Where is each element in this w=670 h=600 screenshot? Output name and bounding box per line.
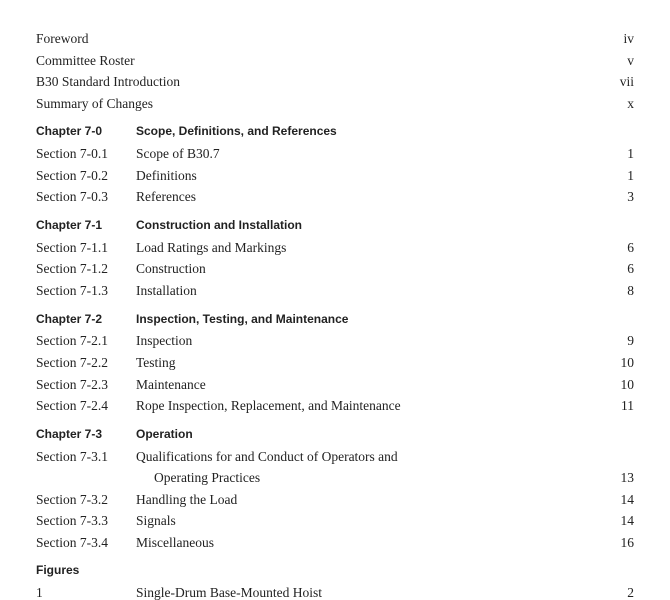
toc-entry: Section 7-2.1 Inspection 9 (36, 330, 634, 352)
entry-page: 16 (612, 532, 634, 554)
section-title: Testing (136, 352, 176, 374)
chapter-header: Chapter 7-2 Inspection, Testing, and Mai… (36, 308, 634, 331)
section-label: Section 7-3.4 (36, 532, 136, 554)
toc-entry: Section 7-3.4 Miscellaneous 16 (36, 532, 634, 554)
entry-page: 13 (612, 467, 634, 489)
figure-title: Single-Drum Base-Mounted Hoist (136, 582, 322, 600)
toc-entry: Section 7-3.1 Qualifications for and Con… (36, 446, 634, 468)
toc-entry: 1 Single-Drum Base-Mounted Hoist 2 (36, 582, 634, 600)
entry-page: v (612, 50, 634, 72)
entry-page: 8 (612, 280, 634, 302)
entry-page: x (612, 93, 634, 115)
chapter-label: Chapter 7-2 (36, 308, 136, 331)
toc-entry-continuation: Operating Practices 13 (36, 467, 634, 489)
toc-entry: Committee Roster v (36, 50, 634, 72)
toc-entry: Section 7-0.3 References 3 (36, 186, 634, 208)
section-title: Construction (136, 258, 206, 280)
entry-title: B30 Standard Introduction (36, 71, 180, 93)
entry-page: 2 (612, 582, 634, 600)
section-label: Section 7-2.2 (36, 352, 136, 374)
toc-page: Foreword iv Committee Roster v B30 Stand… (0, 0, 670, 600)
chapter-label: Chapter 7-3 (36, 423, 136, 446)
entry-page: 6 (612, 237, 634, 259)
section-label: Section 7-1.3 (36, 280, 136, 302)
section-label: Section 7-2.1 (36, 330, 136, 352)
toc-entry: Summary of Changes x (36, 93, 634, 115)
section-title: Qualifications for and Conduct of Operat… (136, 446, 398, 468)
chapter-title: Scope, Definitions, and References (136, 120, 337, 143)
toc-entry: Section 7-2.4 Rope Inspection, Replaceme… (36, 395, 634, 417)
entry-page: vii (612, 71, 634, 93)
entry-page: 9 (612, 330, 634, 352)
toc-entry: B30 Standard Introduction vii (36, 71, 634, 93)
section-title: Signals (136, 510, 176, 532)
toc-entry: Section 7-0.1 Scope of B30.7 1 (36, 143, 634, 165)
section-label: Section 7-3.3 (36, 510, 136, 532)
entry-page: 3 (612, 186, 634, 208)
entry-page: iv (612, 28, 634, 50)
chapter-header: Chapter 7-3 Operation (36, 423, 634, 446)
section-label: Section 7-1.2 (36, 258, 136, 280)
section-title: Definitions (136, 165, 197, 187)
section-title: Rope Inspection, Replacement, and Mainte… (136, 395, 401, 417)
section-title: Handling the Load (136, 489, 237, 511)
entry-page: 1 (612, 143, 634, 165)
toc-entry: Section 7-1.1 Load Ratings and Markings … (36, 237, 634, 259)
entry-title: Foreword (36, 28, 89, 50)
toc-entry: Foreword iv (36, 28, 634, 50)
figure-label: 1 (36, 582, 136, 600)
figures-header: Figures (36, 559, 634, 582)
toc-entry: Section 7-0.2 Definitions 1 (36, 165, 634, 187)
section-title: Inspection (136, 330, 192, 352)
section-title: Maintenance (136, 374, 206, 396)
section-title: Load Ratings and Markings (136, 237, 286, 259)
chapter-label: Chapter 7-0 (36, 120, 136, 143)
section-label: Section 7-2.3 (36, 374, 136, 396)
section-title: Scope of B30.7 (136, 143, 220, 165)
section-label: Section 7-2.4 (36, 395, 136, 417)
section-label: Section 7-3.2 (36, 489, 136, 511)
section-label: Section 7-0.1 (36, 143, 136, 165)
chapter-header: Chapter 7-0 Scope, Definitions, and Refe… (36, 120, 634, 143)
toc-entry: Section 7-1.2 Construction 6 (36, 258, 634, 280)
entry-page: 14 (612, 489, 634, 511)
section-label: Section 7-0.3 (36, 186, 136, 208)
section-subtitle: Operating Practices (136, 467, 260, 489)
toc-entry: Section 7-1.3 Installation 8 (36, 280, 634, 302)
chapter-title: Construction and Installation (136, 214, 302, 237)
section-label: Section 7-0.2 (36, 165, 136, 187)
section-label: Section 7-1.1 (36, 237, 136, 259)
entry-title: Committee Roster (36, 50, 135, 72)
toc-entry: Section 7-3.3 Signals 14 (36, 510, 634, 532)
figures-heading: Figures (36, 559, 79, 582)
entry-title: Summary of Changes (36, 93, 153, 115)
section-label: Section 7-3.1 (36, 446, 136, 468)
entry-page: 11 (612, 395, 634, 417)
entry-page: 14 (612, 510, 634, 532)
entry-page: 10 (612, 352, 634, 374)
chapter-label: Chapter 7-1 (36, 214, 136, 237)
section-title: References (136, 186, 196, 208)
toc-entry: Section 7-2.3 Maintenance 10 (36, 374, 634, 396)
section-title: Installation (136, 280, 197, 302)
section-title: Miscellaneous (136, 532, 214, 554)
chapter-header: Chapter 7-1 Construction and Installatio… (36, 214, 634, 237)
toc-entry: Section 7-3.2 Handling the Load 14 (36, 489, 634, 511)
entry-page: 6 (612, 258, 634, 280)
entry-page: 1 (612, 165, 634, 187)
chapter-title: Inspection, Testing, and Maintenance (136, 308, 348, 331)
entry-page: 10 (612, 374, 634, 396)
chapter-title: Operation (136, 423, 193, 446)
toc-entry: Section 7-2.2 Testing 10 (36, 352, 634, 374)
